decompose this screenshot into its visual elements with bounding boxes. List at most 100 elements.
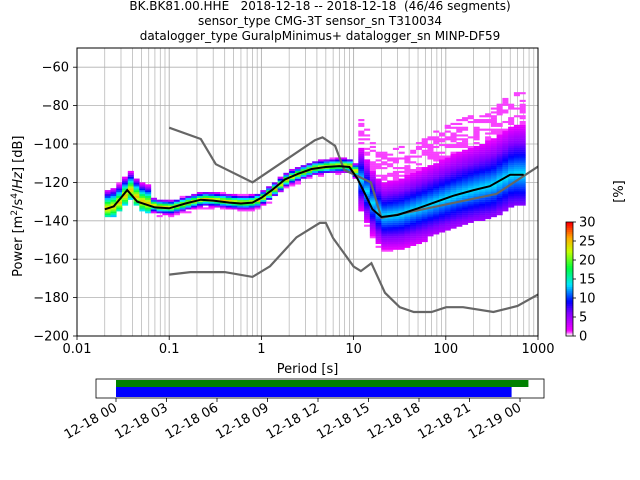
heatmap-cell: [473, 138, 480, 141]
heatmap-cell: [519, 142, 526, 145]
heatmap-cell: [410, 207, 417, 210]
colorbar-step: [566, 292, 573, 295]
heatmap-cell: [410, 155, 417, 158]
heatmap-cell: [490, 107, 497, 110]
heatmap-cell: [358, 151, 365, 154]
heatmap-cell: [421, 211, 428, 214]
heatmap-cell: [427, 209, 434, 212]
heatmap-cell: [225, 197, 232, 200]
heatmap-cell: [473, 174, 480, 177]
heatmap-cell: [150, 209, 157, 212]
heatmap-cell: [496, 149, 503, 152]
heatmap-cell: [433, 157, 440, 160]
heatmap-cell: [358, 147, 365, 150]
heatmap-cell: [427, 176, 434, 179]
heatmap-cell: [433, 180, 440, 183]
heatmap-cell: [127, 182, 134, 185]
heatmap-cell: [496, 130, 503, 133]
heatmap-cell: [415, 186, 422, 189]
heatmap-cell: [404, 203, 411, 206]
heatmap-cell: [375, 220, 382, 223]
heatmap-cell: [467, 205, 474, 208]
heatmap-cell: [508, 197, 515, 200]
heatmap-cell: [329, 170, 336, 173]
heatmap-cell: [415, 238, 422, 241]
heatmap-cell: [496, 138, 503, 141]
heatmap-cell: [450, 167, 457, 170]
new-low-noise-model-line: [169, 221, 538, 314]
heatmap-cell: [508, 142, 515, 145]
heatmap-cell: [427, 222, 434, 225]
heatmap-cell: [375, 180, 382, 183]
heatmap-cell: [168, 213, 175, 216]
x-tick-label: 1000: [521, 342, 554, 357]
heatmap-cell: [254, 205, 261, 208]
timeline-tick-label: 12-18 21: [415, 400, 473, 442]
heatmap-cell: [369, 167, 376, 170]
heatmap-cell: [427, 211, 434, 214]
heatmap-cell: [519, 203, 526, 206]
heatmap-cell: [462, 153, 469, 156]
colorbar-step: [566, 290, 573, 293]
heatmap-cell: [358, 190, 365, 193]
heatmap-cell: [369, 205, 376, 208]
heatmap-cell: [364, 165, 371, 168]
heatmap-cell: [237, 193, 244, 197]
y-tick-label: −60: [42, 61, 69, 76]
heatmap-cell: [479, 120, 486, 124]
heatmap-cell: [450, 190, 457, 193]
heatmap-cell: [196, 193, 204, 197]
heatmap-cell: [438, 211, 446, 214]
heatmap-cell: [364, 203, 371, 206]
heatmap-cell: [133, 184, 140, 187]
heatmap-cell: [490, 119, 497, 122]
heatmap-cell: [462, 203, 469, 206]
heatmap-cell: [508, 203, 515, 206]
heatmap-cell: [352, 165, 359, 168]
heatmap-cell: [392, 224, 399, 227]
heatmap-cell: [375, 192, 382, 195]
heatmap-cell: [415, 230, 422, 233]
heatmap-cell: [369, 180, 376, 183]
heatmap-cell: [173, 209, 180, 212]
colorbar-step: [566, 263, 573, 267]
heatmap-cell: [456, 163, 463, 166]
heatmap-cell: [462, 126, 469, 129]
heatmap-cell: [387, 193, 394, 197]
heatmap-cell: [404, 224, 411, 227]
heatmap-cell: [513, 138, 520, 141]
heatmap-cell: [444, 190, 451, 193]
heatmap-cell: [421, 167, 428, 170]
heatmap-cell: [116, 184, 123, 187]
heatmap-cell: [467, 136, 474, 139]
heatmap-cell: [438, 182, 446, 185]
heatmap-cell: [496, 144, 503, 147]
heatmap-cell: [479, 182, 486, 185]
heatmap-cell: [271, 193, 278, 197]
heatmap-cell: [110, 203, 117, 206]
heatmap-cell: [433, 151, 440, 154]
heatmap-cell: [444, 201, 451, 204]
heatmap-cell: [519, 126, 526, 129]
heatmap-cell: [294, 182, 301, 185]
heatmap-cell: [473, 172, 480, 175]
heatmap-cell: [404, 167, 411, 170]
heatmap-cell: [456, 205, 463, 208]
heatmap-cell: [496, 145, 503, 149]
heatmap-cell: [104, 192, 111, 195]
heatmap-cell: [519, 107, 526, 110]
colorbar-step: [566, 223, 573, 227]
heatmap-cell: [508, 193, 515, 197]
heatmap-cell: [306, 170, 313, 173]
heatmap-cell: [496, 163, 503, 166]
heatmap-cell: [381, 207, 388, 210]
heatmap-cell: [392, 159, 399, 162]
heatmap-cell: [225, 203, 232, 206]
heatmap-cell: [220, 197, 227, 200]
heatmap-cell: [404, 155, 411, 158]
heatmap-cell: [289, 182, 296, 185]
heatmap-cell: [479, 145, 486, 149]
heatmap-cell: [450, 197, 457, 200]
heatmap-cell: [508, 140, 515, 143]
heatmap-cell: [513, 132, 520, 135]
